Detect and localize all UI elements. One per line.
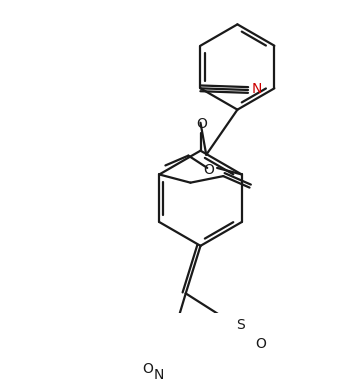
Text: O: O xyxy=(203,163,214,177)
Text: O: O xyxy=(256,337,266,351)
Text: O: O xyxy=(197,117,208,131)
Text: N: N xyxy=(154,369,165,380)
Text: S: S xyxy=(237,318,246,332)
Text: O: O xyxy=(142,362,153,376)
Text: N: N xyxy=(251,82,262,96)
